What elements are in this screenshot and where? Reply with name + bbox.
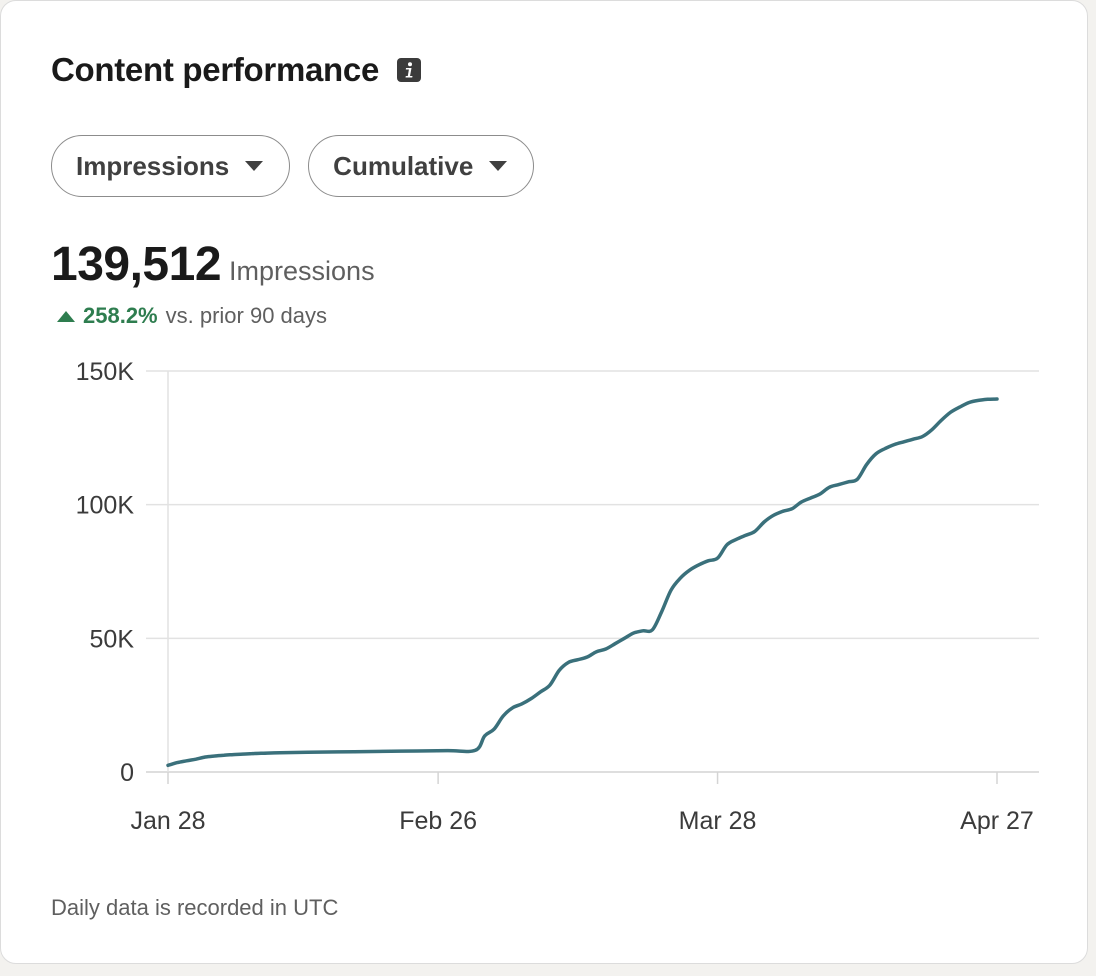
aggregation-dropdown[interactable]: Cumulative xyxy=(308,135,535,197)
change-comparison: vs. prior 90 days xyxy=(165,303,328,328)
info-icon[interactable] xyxy=(397,58,422,82)
x-tick-label: Apr 27 xyxy=(960,807,1034,835)
x-tick-labels: Jan 28 Feb 26 Mar 28 Apr 27 xyxy=(130,807,1033,835)
title-row: Content performance xyxy=(51,51,422,89)
chart-svg: 0 50K 100K 150K Jan 28 Feb 26 Mar 28 Apr 27 xyxy=(76,358,1039,835)
y-tick-label: 0 xyxy=(120,759,134,787)
chevron-down-icon xyxy=(489,161,508,171)
metric-label: Impressions xyxy=(229,256,375,286)
chevron-down-icon xyxy=(245,161,264,171)
card-title: Content performance xyxy=(51,51,380,88)
info-icon-glyph xyxy=(397,58,422,82)
impressions-chart: 0 50K 100K 150K Jan 28 Feb 26 Mar 28 Apr 27 xyxy=(1,341,1087,886)
y-tick-label: 150K xyxy=(76,358,135,386)
series-group xyxy=(166,397,999,768)
metric-dropdown[interactable]: Impressions xyxy=(51,135,291,197)
aggregation-dropdown-label: Cumulative xyxy=(333,150,474,181)
x-tick-label: Jan 28 xyxy=(130,807,205,835)
footnote: Daily data is recorded in UTC xyxy=(51,895,339,920)
metric-dropdown-label: Impressions xyxy=(76,150,230,181)
y-tick-labels: 0 50K 100K 150K xyxy=(76,358,135,787)
change-percent: 258.2% xyxy=(83,303,158,328)
metric-value: 139,512 xyxy=(51,238,222,291)
change-indicator: 258.2% vs. prior 90 days xyxy=(57,303,327,329)
y-tick-label: 100K xyxy=(76,492,135,520)
x-tick-label: Feb 26 xyxy=(399,807,477,835)
arrow-up-icon xyxy=(57,310,75,322)
filter-bar: Impressions Cumulative xyxy=(51,135,535,197)
metric-summary: 139,512 Impressions xyxy=(51,237,375,292)
series-line-impressions xyxy=(166,397,999,768)
y-tick-label: 50K xyxy=(90,625,135,653)
x-ticks xyxy=(167,772,998,784)
x-tick-label: Mar 28 xyxy=(679,807,757,835)
y-gridlines xyxy=(146,370,1039,773)
